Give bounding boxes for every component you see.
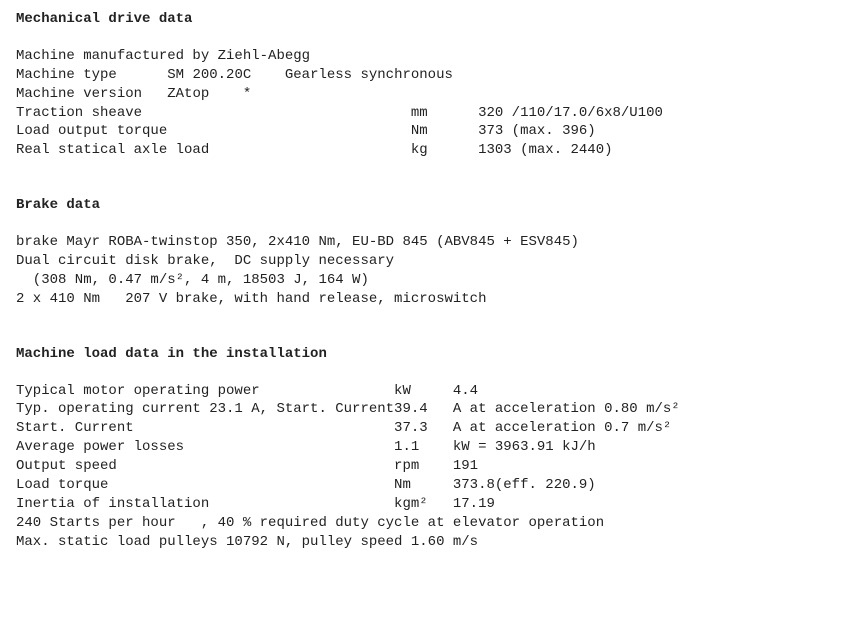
load-row: Typical motor operating power kW 4.4 — [16, 382, 829, 401]
mechanical-machine-version: Machine version ZAtop * — [16, 85, 829, 104]
mechanical-row: Traction sheave mm 320 /110/17.0/6x8/U10… — [16, 104, 829, 123]
brake-line: (308 Nm, 0.47 m/s², 4 m, 18503 J, 164 W) — [16, 271, 829, 290]
load-footer-line: 240 Starts per hour , 40 % required duty… — [16, 514, 829, 533]
load-row: Typ. operating current 23.1 A, Start. Cu… — [16, 400, 829, 419]
load-row: Output speed rpm 191 — [16, 457, 829, 476]
load-footer-line: Max. static load pulleys 10792 N, pulley… — [16, 533, 829, 552]
label: Machine type — [16, 67, 167, 83]
value2: * — [243, 86, 251, 102]
section-title-brake: Brake data — [16, 196, 829, 215]
load-row: Start. Current 37.3 A at acceleration 0.… — [16, 419, 829, 438]
mechanical-row: Real statical axle load kg 1303 (max. 24… — [16, 141, 829, 160]
label: Machine version — [16, 86, 167, 102]
section-title-mechanical: Mechanical drive data — [16, 10, 829, 29]
section-title-load: Machine load data in the installation — [16, 345, 829, 364]
mechanical-row: Load output torque Nm 373 (max. 396) — [16, 122, 829, 141]
brake-line: 2 x 410 Nm 207 V brake, with hand releas… — [16, 290, 829, 309]
load-row: Average power losses 1.1 kW = 3963.91 kJ… — [16, 438, 829, 457]
value1: SM 200.20C — [167, 67, 285, 83]
mechanical-manufacturer: Machine manufactured by Ziehl-Abegg — [16, 47, 829, 66]
brake-line: brake Mayr ROBA-twinstop 350, 2x410 Nm, … — [16, 233, 829, 252]
mechanical-machine-type: Machine type SM 200.20C Gearless synchro… — [16, 66, 829, 85]
value2: Gearless synchronous — [285, 67, 453, 83]
load-row: Load torque Nm 373.8(eff. 220.9) — [16, 476, 829, 495]
load-row: Inertia of installation kgm² 17.19 — [16, 495, 829, 514]
value1: ZAtop — [167, 86, 243, 102]
brake-line: Dual circuit disk brake, DC supply neces… — [16, 252, 829, 271]
